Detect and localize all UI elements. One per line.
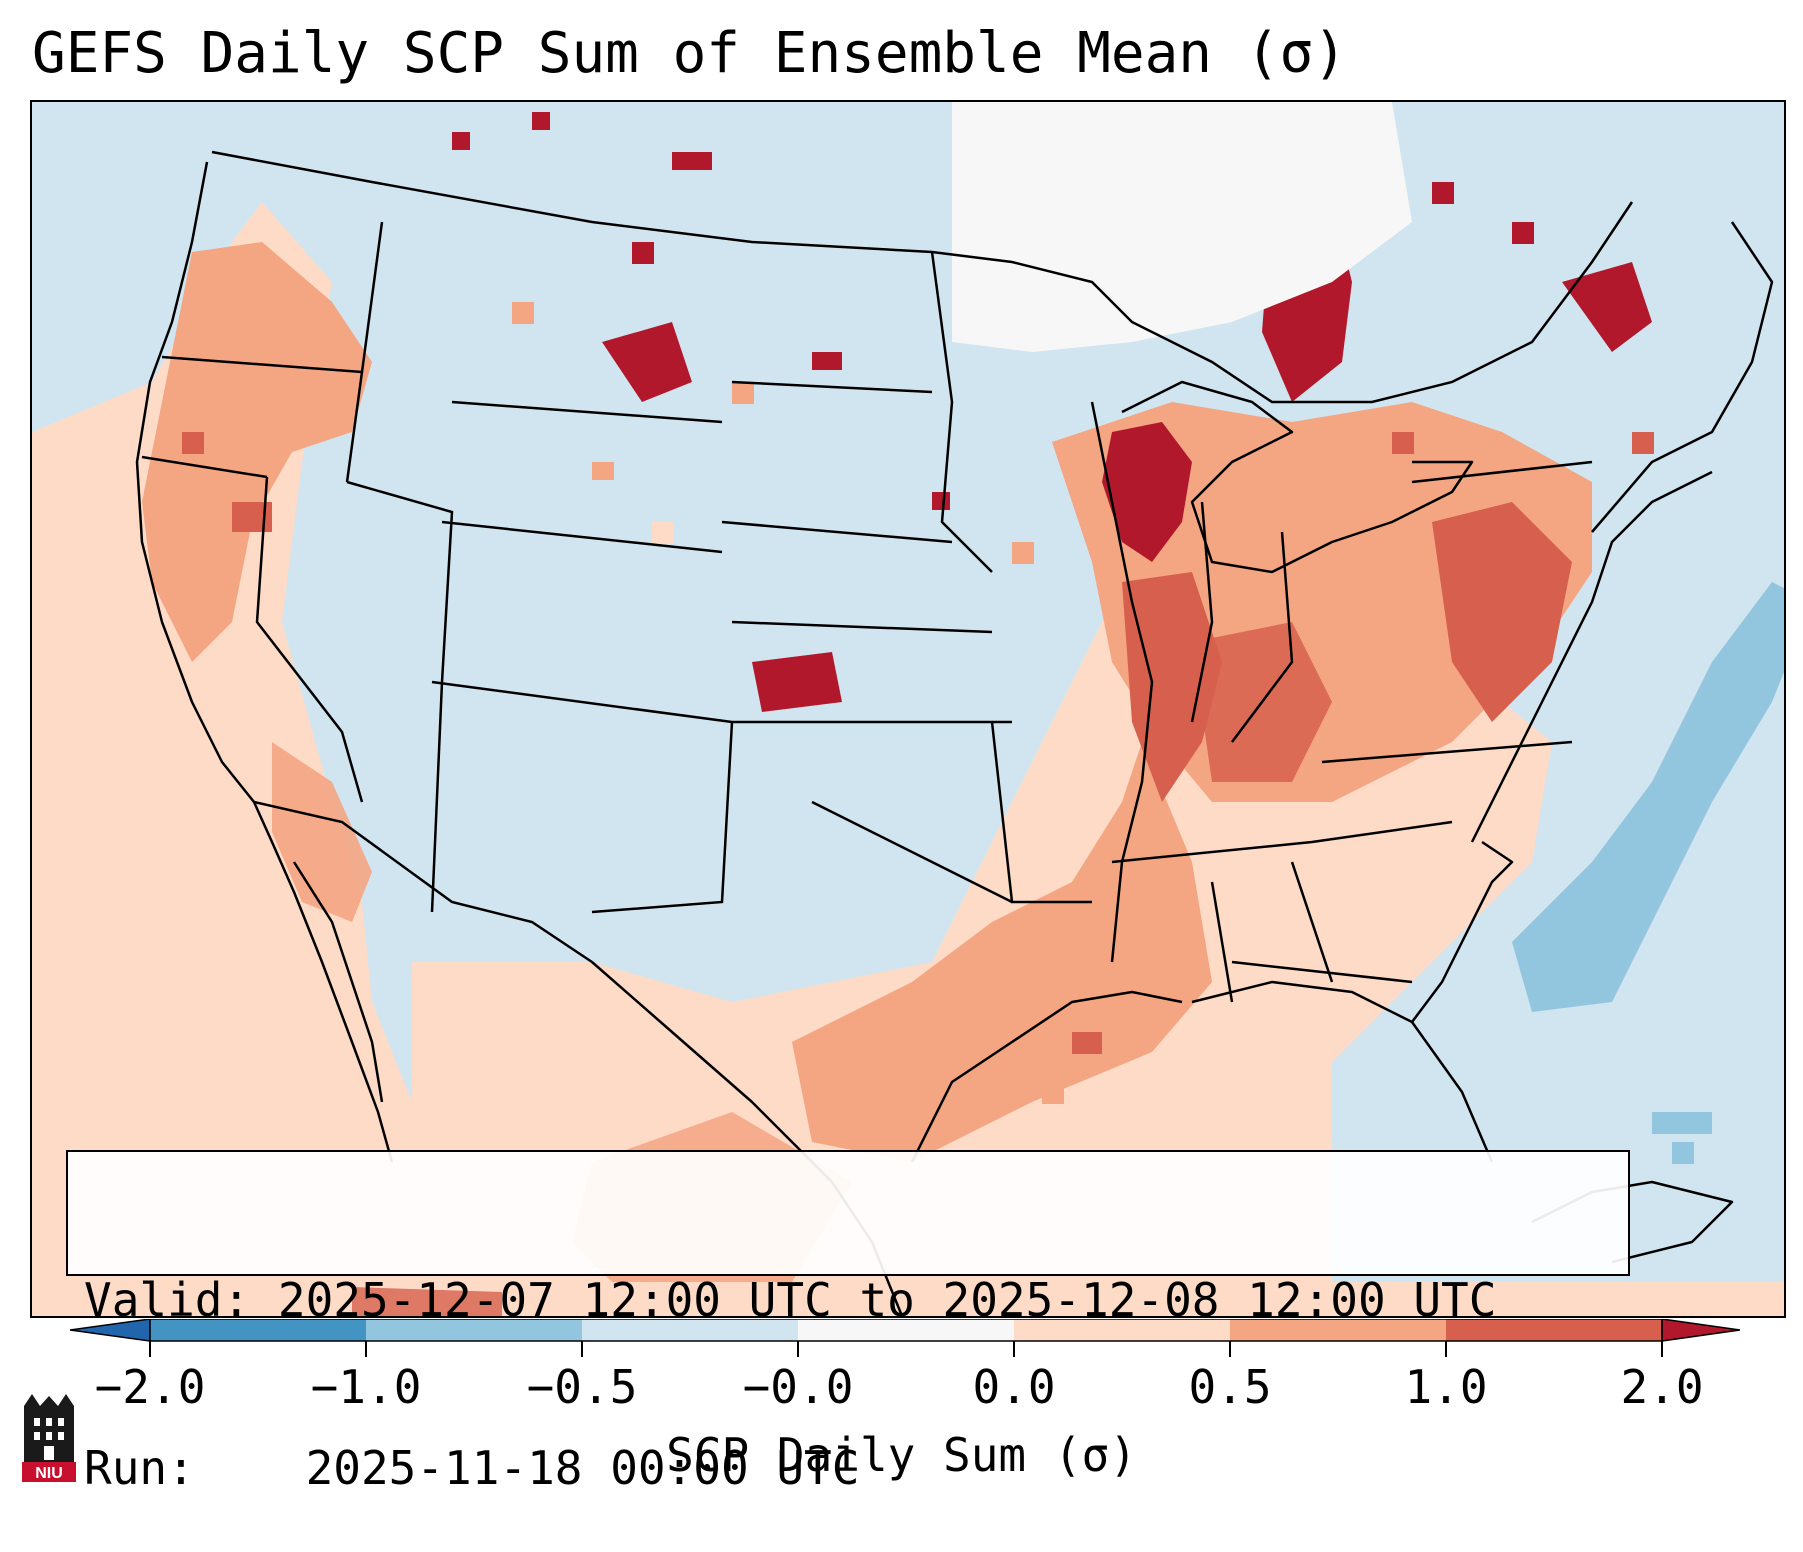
valid-value: 2025-12-07 12:00 UTC to 2025-12-08 12:00… [277, 1273, 1497, 1327]
field-region-gulf-medium [792, 742, 1212, 1162]
valid-label: Valid: [84, 1273, 251, 1327]
border-ga-fl [1231, 960, 1413, 984]
border-wa-or [161, 355, 363, 374]
border-idaho [345, 221, 384, 483]
border-il-in [1190, 501, 1214, 723]
map-canvas [32, 102, 1784, 1316]
border-ms-al [1210, 881, 1234, 1003]
field-region-caribbean-dark [352, 1287, 502, 1316]
niu-tower-icon: NIU [22, 1394, 76, 1482]
chart-title: GEFS Daily SCP Sum of Ensemble Mean (σ) [32, 21, 1347, 86]
border-ok-tx [811, 800, 1013, 904]
border-al-ga [1290, 861, 1334, 983]
us-mexico-border [253, 800, 593, 964]
field-region-montana-dark [602, 322, 692, 402]
run-value: 2025-11-18 00:00 UTC [305, 1441, 860, 1495]
colorbar-bin-neg05-neg0 [582, 1319, 798, 1341]
border-nd-sd [731, 380, 933, 394]
colorbar-bin-0-05 [1014, 1319, 1230, 1341]
colorbar-bin-neg2-neg1 [150, 1319, 366, 1341]
border-wy-co [441, 520, 723, 554]
run-label: Run: [84, 1441, 195, 1495]
field-region-canada-white [952, 102, 1412, 352]
colorbar-bin-05-1 [1230, 1319, 1446, 1341]
border-tn-nc [1111, 820, 1453, 864]
border-oh [1231, 531, 1294, 743]
valid-run-box: Valid: 2025-12-07 12:00 UTC to 2025-12-0… [66, 1150, 1630, 1495]
border-ne-ks [731, 620, 993, 634]
coastlines [135, 161, 1774, 1316]
field-region-wisconsin-dark [1102, 422, 1192, 562]
tick-label-1: 1.0 [1404, 1360, 1488, 1414]
field-region-california [272, 742, 372, 922]
map-panel [30, 100, 1786, 1318]
valid-row: Valid: 2025-12-07 12:00 UTC to 2025-12-0… [84, 1272, 1612, 1328]
colorbar-bin-1-2 [1446, 1319, 1662, 1341]
colorbar-bin-neg0-0 [798, 1319, 1014, 1341]
colorbar-min-extend [70, 1319, 151, 1342]
border-co-nm [431, 680, 733, 724]
field-region-pacific-medium [142, 242, 372, 662]
border-utah [346, 480, 454, 683]
great-lakes [1121, 380, 1474, 574]
colorbar-label: SCP Daily Sum (σ) [666, 1428, 1137, 1482]
tick-label-neg0: −0.0 [742, 1360, 854, 1414]
field-scatter [182, 112, 1712, 1164]
border-mt-wy [451, 400, 723, 424]
texas-coast [910, 990, 1183, 1163]
tick-label-neg2: −2.0 [94, 1360, 206, 1414]
field-region-quebec-dark [1562, 262, 1652, 352]
field-region-atlantic-blue [1512, 582, 1784, 1012]
run-row: Run: 2025-11-18 00:00 UTC [84, 1440, 1612, 1496]
border-mn-ia [930, 251, 993, 573]
us-canada-border [211, 150, 1634, 404]
tick-label-2: 2.0 [1620, 1360, 1704, 1414]
border-nevada [255, 476, 364, 803]
border-nm-tx [591, 721, 734, 914]
baja-outline [292, 861, 384, 1103]
colorbar [70, 1319, 1740, 1357]
tick-label-neg05: −0.5 [526, 1360, 638, 1414]
border-or-ca [141, 455, 268, 479]
colorbar-max-extend [1661, 1319, 1740, 1342]
border-pa-ny [1411, 460, 1593, 484]
pacific-coastline [135, 161, 394, 1163]
border-sd-ne [721, 520, 953, 544]
state-borders [141, 150, 1634, 1003]
border-mo-ar [990, 721, 1092, 904]
florida-outline [1411, 840, 1514, 1023]
border-az-nm [430, 681, 444, 913]
tick-label-0: 0.0 [972, 1360, 1056, 1414]
tick-label-neg1: −1.0 [310, 1360, 422, 1414]
logo-text: NIU [35, 1465, 63, 1482]
colorbar-bin-neg1-neg05 [366, 1319, 582, 1341]
field-region-midatlantic-dark [1432, 502, 1572, 722]
ne-coastline [1591, 221, 1774, 533]
atlantic-coastline [1470, 470, 1713, 843]
southeast-coast [1191, 980, 1494, 1163]
border-va-nc [1321, 740, 1573, 764]
tick-label-05: 0.5 [1188, 1360, 1272, 1414]
field-region-nebraska-dark [752, 652, 842, 712]
